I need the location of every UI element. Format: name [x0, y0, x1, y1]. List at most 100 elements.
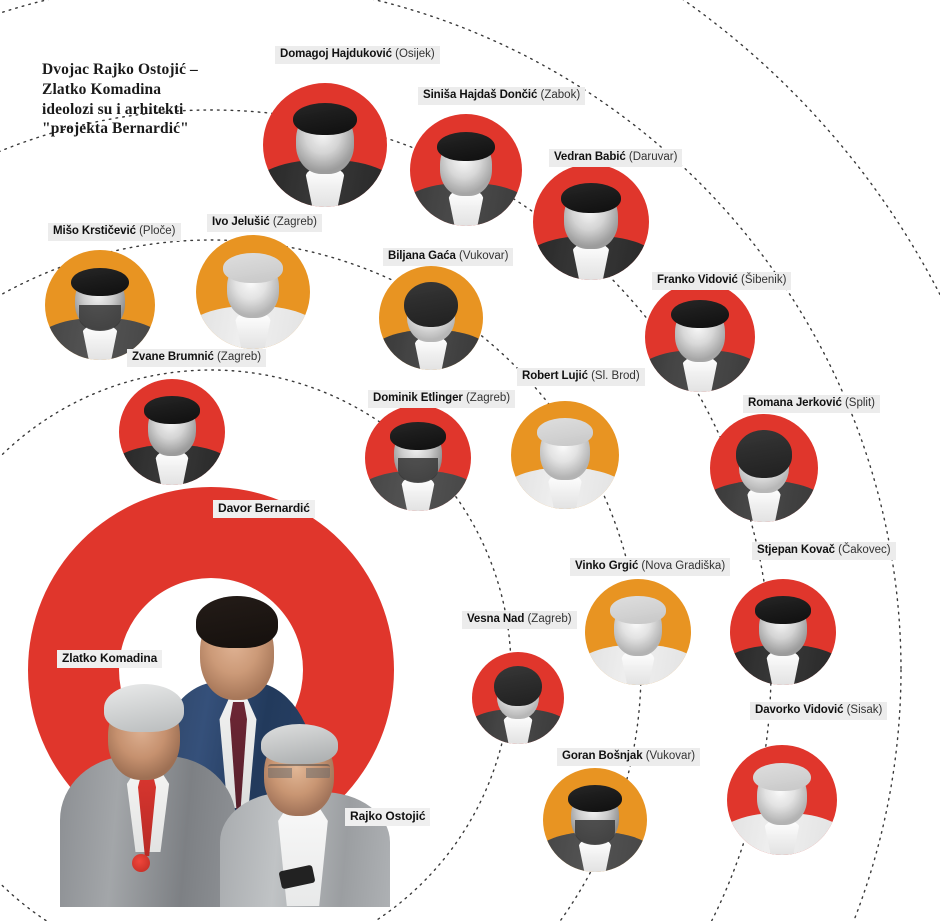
name-tag-jerkovic: Romana Jerković (Split) — [743, 395, 880, 413]
portrait-node-lujic[interactable] — [511, 401, 619, 509]
hair-shape — [567, 784, 623, 812]
portrait-node-krsticevic[interactable] — [45, 250, 155, 360]
portrait-node-jelusic[interactable] — [196, 235, 310, 349]
person-city: (Nova Gradiška) — [638, 560, 726, 572]
portrait-node-grgic[interactable] — [585, 579, 691, 685]
person-city: (Daruvar) — [625, 151, 678, 163]
person-name: Vesna Nad — [467, 613, 525, 625]
person-city: (Zagreb) — [524, 613, 572, 625]
person-name: Ivo Jelušić — [212, 216, 270, 228]
name-tag-brumnic: Zvane Brumnić (Zagreb) — [127, 349, 267, 367]
hair-shape — [403, 281, 459, 328]
portrait-node-nad[interactable] — [472, 652, 564, 744]
portrait-photo — [730, 579, 836, 685]
person-zlatko-komadina — [60, 682, 236, 907]
person-name: Mišo Krstičević — [53, 225, 136, 237]
name-tag-fvidovic: Franko Vidović (Šibenik) — [652, 272, 792, 290]
portrait-photo — [365, 405, 471, 511]
beard-shape — [575, 820, 615, 845]
beard-shape — [397, 458, 439, 484]
name-tag-krsticevic: Mišo Krstičević (Ploče) — [48, 223, 181, 241]
portrait-node-fvidovic[interactable] — [645, 282, 755, 392]
portrait-node-kovac[interactable] — [730, 579, 836, 685]
person-name: Davor Bernardić — [218, 501, 310, 515]
portrait-photo — [727, 745, 837, 855]
hair-shape — [292, 102, 358, 136]
portrait-node-gaca[interactable] — [379, 266, 483, 370]
person-rajko-ostojic — [220, 722, 390, 907]
person-city: (Sisak) — [843, 704, 883, 716]
portrait-disc-red — [730, 579, 836, 685]
central-group — [28, 487, 448, 907]
hair-shape — [735, 430, 793, 478]
person-city: (Zagreb) — [213, 351, 262, 363]
portrait-disc-red — [365, 405, 471, 511]
portrait-photo — [472, 652, 564, 744]
person-city: (Osijek) — [391, 48, 435, 60]
portrait-node-doncic[interactable] — [410, 114, 522, 226]
person-name: Zvane Brumnić — [132, 351, 214, 363]
portrait-disc-red — [710, 414, 818, 522]
portrait-node-hajdukovic[interactable] — [263, 83, 387, 207]
person-city: (Zagreb) — [269, 216, 318, 228]
person-city: (Sl. Brod) — [587, 370, 640, 382]
person-name: Goran Bošnjak — [562, 750, 643, 762]
hair-shape — [144, 395, 200, 424]
person-name: Siniša Hajdaš Dončić — [423, 89, 538, 101]
name-tag-etlinger: Dominik Etlinger (Zagreb) — [368, 390, 516, 408]
portrait-disc-red — [533, 164, 649, 280]
portrait-disc-orange — [379, 266, 483, 370]
portrait-node-brumnic[interactable] — [119, 379, 225, 485]
portrait-disc-red — [119, 379, 225, 485]
portrait-disc-red — [727, 745, 837, 855]
portrait-photo — [263, 83, 387, 207]
person-name: Davorko Vidović — [755, 704, 844, 716]
portrait-photo — [511, 401, 619, 509]
hair-shape — [560, 182, 622, 213]
portrait-node-babic[interactable] — [533, 164, 649, 280]
hair-shape — [753, 762, 811, 792]
hair-shape — [671, 299, 729, 329]
name-tag-bosnjak: Goran Bošnjak (Vukovar) — [557, 748, 701, 766]
name-tag-lujic: Robert Lujić (Sl. Brod) — [517, 368, 645, 386]
person-city: (Ploče) — [135, 225, 176, 237]
portrait-photo — [543, 768, 647, 872]
name-tag-babic: Vedran Babić (Daruvar) — [549, 149, 683, 167]
hair-shape — [755, 595, 811, 624]
person-name: Vedran Babić — [554, 151, 626, 163]
portrait-photo — [645, 282, 755, 392]
glasses-icon — [268, 764, 330, 779]
person-city: (Zagreb) — [462, 392, 511, 404]
portrait-disc-red — [645, 282, 755, 392]
name-tag-doncic: Siniša Hajdaš Dončić (Zabok) — [418, 87, 586, 105]
person-city: (Vukovar) — [642, 750, 696, 762]
portrait-disc-orange — [543, 768, 647, 872]
name-tag-grgic: Vinko Grgić (Nova Gradiška) — [570, 558, 731, 576]
portrait-node-bosnjak[interactable] — [543, 768, 647, 872]
person-city: (Split) — [841, 397, 875, 409]
portrait-disc-red — [410, 114, 522, 226]
person-name: Dominik Etlinger — [373, 392, 463, 404]
portrait-photo — [196, 235, 310, 349]
name-tag-kovac: Stjepan Kovač (Čakovec) — [752, 542, 896, 560]
hair-shape — [390, 421, 446, 450]
name-tag-dvidovic: Davorko Vidović (Sisak) — [750, 702, 888, 720]
center-name-tag-0: Davor Bernardić — [213, 500, 315, 519]
person-city: (Čakovec) — [834, 544, 891, 556]
portrait-node-jerkovic[interactable] — [710, 414, 818, 522]
arc-ring-3 — [0, 0, 902, 921]
person-name: Stjepan Kovač — [757, 544, 835, 556]
hair-shape — [610, 595, 666, 624]
portrait-disc-orange — [585, 579, 691, 685]
person-name: Robert Lujić — [522, 370, 588, 382]
portrait-disc-red — [472, 652, 564, 744]
person-city: (Vukovar) — [455, 250, 509, 262]
name-tag-gaca: Biljana Gaća (Vukovar) — [383, 248, 514, 266]
portrait-photo — [585, 579, 691, 685]
beard-shape — [79, 305, 121, 332]
central-trio-photo — [56, 532, 396, 907]
portrait-node-etlinger[interactable] — [365, 405, 471, 511]
person-name: Franko Vidović — [657, 274, 738, 286]
portrait-node-dvidovic[interactable] — [727, 745, 837, 855]
